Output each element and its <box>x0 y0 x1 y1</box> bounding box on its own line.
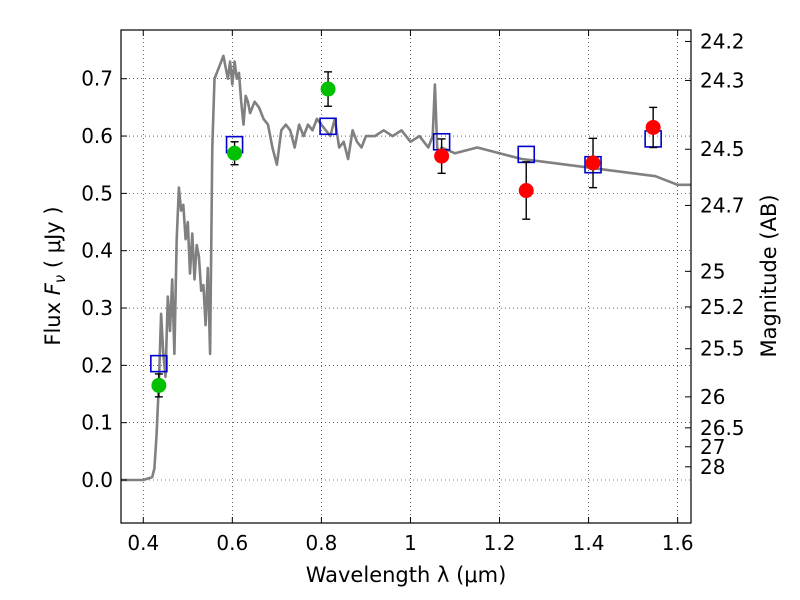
x-tick-label: 1.4 <box>573 531 605 555</box>
x-tick-label: 0.8 <box>305 531 337 555</box>
y2-tick-label: 26 <box>700 385 725 409</box>
x-tick-label: 0.4 <box>127 531 159 555</box>
y2-tick-label: 25 <box>700 259 725 283</box>
y-tick-label: 0.5 <box>81 181 113 205</box>
observed-point <box>518 183 534 199</box>
y-tick-label: 0.3 <box>81 296 113 320</box>
y-tick-label: 0.4 <box>81 239 113 263</box>
observed-point <box>151 377 167 393</box>
y-tick-label: 0.6 <box>81 124 113 148</box>
plot-frame <box>120 29 692 524</box>
axes-ticks: 0.4 0.6 0.8 1 1.2 1.4 1.6 0.0 0.1 0.2 0.3 0.4 0.5 0.6… <box>81 29 744 555</box>
y2-tick-label: 24.5 <box>700 137 745 161</box>
y2-tick-label: 25.2 <box>700 295 745 319</box>
y2-tick-label: 24.7 <box>700 193 745 217</box>
y-axis-label-suffix: ( μJy ) <box>41 206 65 274</box>
y2-tick-label: 27 <box>700 435 725 459</box>
y-axis-label: Flux Fν ( μJy ) <box>41 206 69 345</box>
y-axis-label-symbol: F <box>41 282 65 295</box>
y-axis-label-prefix: Flux <box>41 295 65 345</box>
x-tick-label: 1.2 <box>484 531 516 555</box>
y2-tick-label: 25.5 <box>700 337 745 361</box>
observed-point <box>585 155 601 171</box>
x-tick-label: 1 <box>404 531 417 555</box>
y-tick-label: 0.2 <box>81 353 113 377</box>
y-axis-label-subscript: ν <box>51 275 69 283</box>
y-tick-label: 0.1 <box>81 411 113 435</box>
y2-tick-label: 24.3 <box>700 68 745 92</box>
model-spectrum-line <box>121 54 691 482</box>
observed-point <box>320 81 336 97</box>
x-axis-label: Wavelength λ (μm) <box>306 563 507 587</box>
y2-tick-label: 24.2 <box>700 29 745 53</box>
x-tick-label: 0.6 <box>216 531 248 555</box>
model-photometry-square <box>319 117 337 136</box>
model-photometry-square <box>150 354 168 373</box>
y-tick-label: 0.0 <box>81 468 113 492</box>
observed-point <box>434 148 450 164</box>
y2-tick-label: 28 <box>700 455 725 479</box>
y-tick-label: 0.7 <box>81 67 113 91</box>
y2-axis-label: Magnitude (AB) <box>757 194 781 357</box>
plot-area <box>121 54 691 482</box>
observed-point <box>645 119 661 135</box>
x-tick-label: 1.6 <box>662 531 694 555</box>
observed-point <box>227 145 243 161</box>
y2-tick-label: 26.5 <box>700 416 745 440</box>
